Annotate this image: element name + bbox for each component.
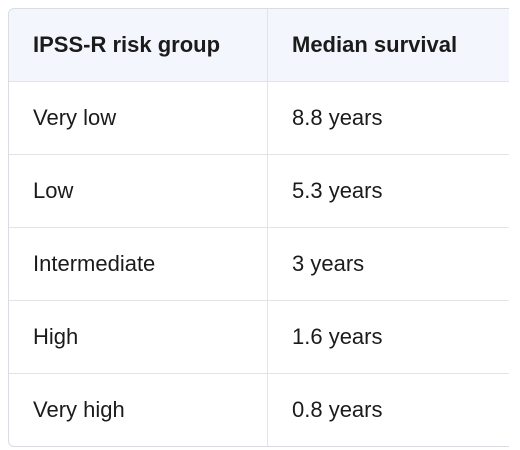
table-cell: Intermediate: [9, 228, 268, 300]
table-row: High 1.6 years: [9, 300, 509, 373]
table-row: Intermediate 3 years: [9, 227, 509, 300]
table-row: Very high 0.8 years: [9, 373, 509, 446]
table-row: Very low 8.8 years: [9, 81, 509, 154]
header-row: IPSS-R risk group Median survival: [9, 9, 509, 81]
table-cell: 1.6 years: [292, 324, 383, 349]
table-cell: 8.8 years: [292, 105, 383, 130]
table-cell: Very low: [9, 82, 268, 154]
header-cell: IPSS-R risk group: [9, 9, 268, 81]
table-cell: High: [9, 301, 268, 373]
table-cell: 5.3 years: [292, 178, 383, 203]
header-cell: Median survival: [292, 32, 458, 57]
table-cell: 3 years: [292, 251, 365, 276]
table: IPSS-R risk group Median survival Very low…: [8, 8, 509, 447]
table-cell: 0.8 years: [292, 397, 383, 422]
table-row: Low 5.3 years: [9, 154, 509, 227]
table-cell: Very high: [9, 374, 268, 446]
table-cell: Low: [9, 155, 268, 227]
